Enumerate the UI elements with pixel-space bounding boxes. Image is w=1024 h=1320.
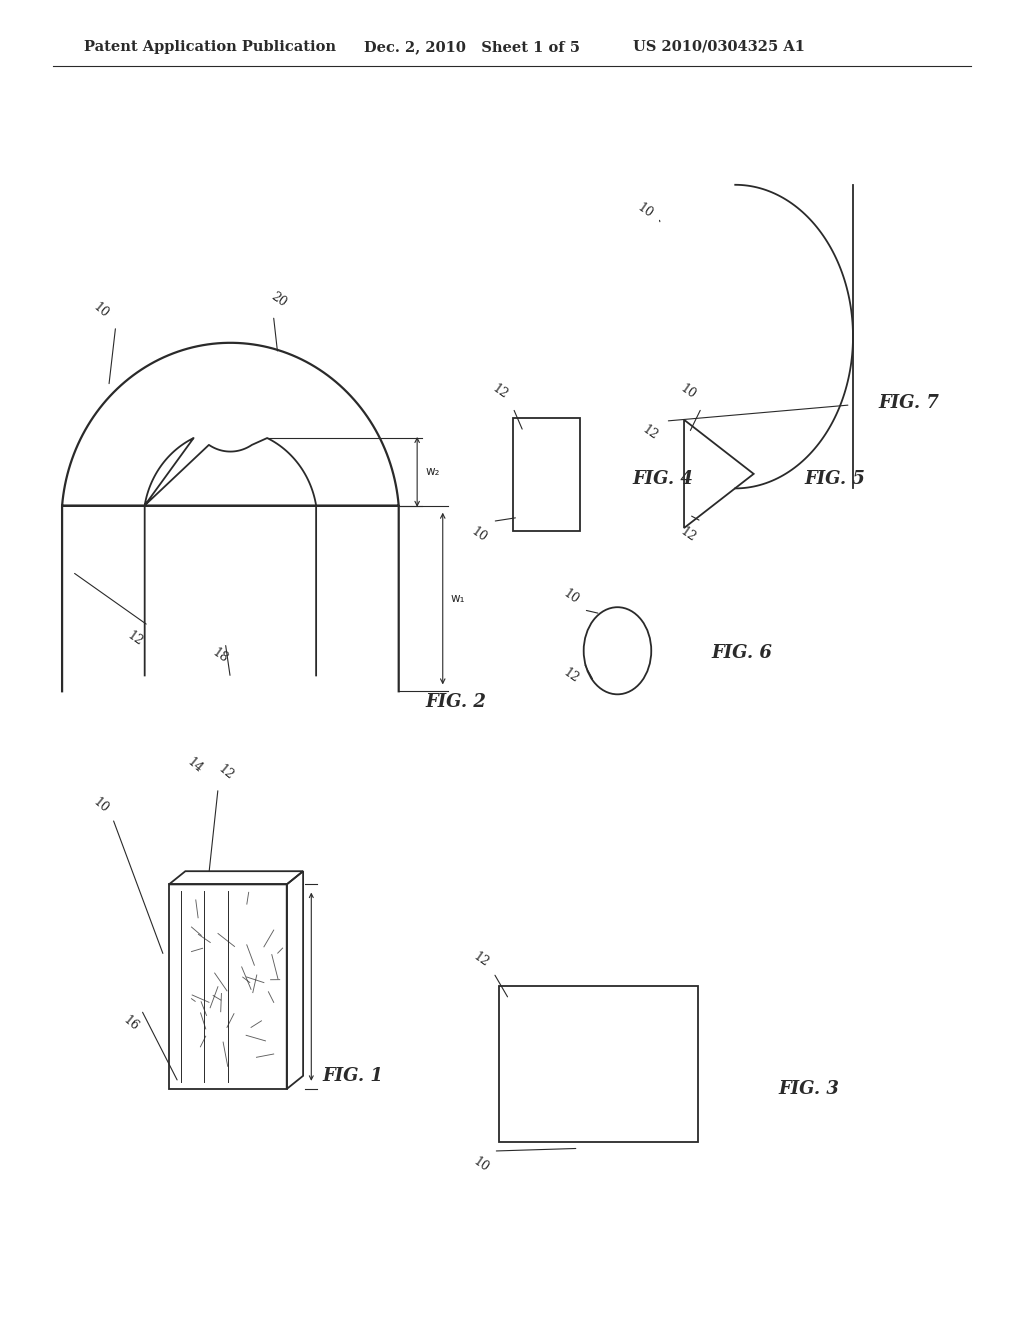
Text: 14: 14 <box>184 755 205 776</box>
Text: w₂: w₂ <box>425 466 439 478</box>
Text: 12: 12 <box>471 950 492 969</box>
Text: FIG. 7: FIG. 7 <box>879 393 939 412</box>
Text: Dec. 2, 2010   Sheet 1 of 5: Dec. 2, 2010 Sheet 1 of 5 <box>364 40 580 54</box>
Text: 10: 10 <box>678 381 698 403</box>
Text: FIG. 5: FIG. 5 <box>805 470 865 488</box>
Text: Patent Application Publication: Patent Application Publication <box>84 40 336 54</box>
Text: w₁: w₁ <box>451 593 466 605</box>
Text: 10: 10 <box>471 1154 492 1175</box>
Text: 10: 10 <box>469 524 489 545</box>
Text: 12: 12 <box>640 424 660 442</box>
Text: 12: 12 <box>561 667 582 685</box>
Text: 12: 12 <box>125 630 145 648</box>
Text: 12: 12 <box>489 383 510 401</box>
Text: FIG. 6: FIG. 6 <box>712 644 772 663</box>
Text: 10: 10 <box>90 300 111 321</box>
Text: 20: 20 <box>268 290 289 309</box>
Text: FIG. 4: FIG. 4 <box>633 470 693 488</box>
Text: FIG. 2: FIG. 2 <box>425 693 485 711</box>
Text: US 2010/0304325 A1: US 2010/0304325 A1 <box>633 40 805 54</box>
Text: 18: 18 <box>210 645 230 667</box>
Text: 10: 10 <box>635 201 655 222</box>
Text: FIG. 1: FIG. 1 <box>323 1067 383 1085</box>
Text: 10: 10 <box>90 795 111 816</box>
Text: FIG. 3: FIG. 3 <box>778 1080 839 1098</box>
Text: 16: 16 <box>121 1012 141 1034</box>
Text: 12: 12 <box>678 525 698 544</box>
Text: 12: 12 <box>215 762 236 783</box>
Text: 10: 10 <box>561 586 582 607</box>
